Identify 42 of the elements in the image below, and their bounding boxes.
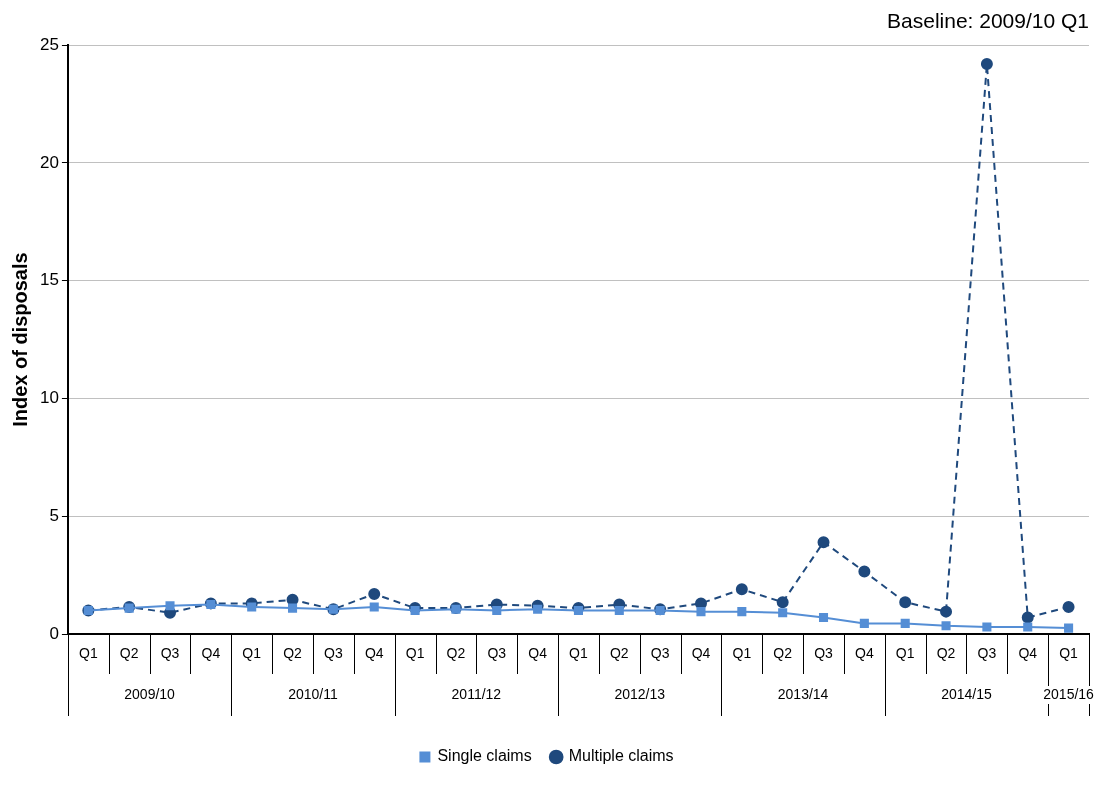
x-tick-label: Q3 — [977, 645, 997, 662]
x-tick-label: Q4 — [364, 645, 384, 662]
y-tick-label: 5 — [49, 505, 59, 525]
text: 2014/15 — [941, 685, 992, 702]
x-tick-label: Q4 — [855, 645, 874, 662]
text: 2011/12 — [451, 685, 502, 702]
x-tick-label: Q2 — [773, 645, 793, 662]
x-tick-label: Q3 — [650, 645, 670, 662]
x-tick-label: Q3 — [487, 645, 507, 662]
x-tick-label: Q3 — [324, 645, 343, 662]
x-tick-label: Q3 — [814, 645, 834, 662]
y-tick-label: 10 — [39, 388, 59, 408]
x-tick-label: Q1 — [895, 645, 915, 662]
x-tick-label: Q1 — [1059, 645, 1079, 662]
y-tick-label: 15 — [39, 270, 59, 290]
x-tick-label: Q1 — [242, 645, 262, 662]
text: 2010/11 — [288, 685, 338, 702]
x-tick-label: Q1 — [732, 645, 752, 662]
x-tick-label: Q1 — [78, 645, 98, 662]
x-tick-label: Q2 — [936, 645, 956, 662]
legend-label: Single claims — [437, 747, 532, 765]
x-tick-label: Q4 — [201, 645, 221, 662]
x-tick-label: Q2 — [283, 645, 303, 662]
y-axis-title: Index of disposals — [8, 252, 31, 427]
x-tick-label: Q2 — [119, 645, 139, 662]
x-tick-label: Q1 — [405, 645, 425, 662]
x-tick-label: Q4 — [691, 645, 711, 662]
x-tick-label: Q2 — [609, 645, 629, 662]
x-tick-label: Q3 — [160, 645, 180, 662]
text: 2015/16 — [1043, 685, 1095, 702]
text: 2012/13 — [614, 685, 666, 702]
x-tick-label: Q2 — [446, 645, 466, 662]
text: 2009/10 — [124, 685, 176, 702]
y-tick-label: 0 — [49, 623, 59, 643]
y-tick-label: 25 — [39, 34, 59, 54]
x-tick-label: Q4 — [1018, 645, 1038, 662]
chart-title: Baseline: 2009/10 Q1 — [887, 9, 1089, 33]
legend-label: Multiple claims — [568, 747, 674, 765]
y-tick-label: 20 — [39, 152, 59, 172]
text: 2013/14 — [777, 685, 829, 702]
x-tick-label: Q1 — [569, 645, 588, 662]
x-tick-label: Q4 — [528, 645, 548, 662]
